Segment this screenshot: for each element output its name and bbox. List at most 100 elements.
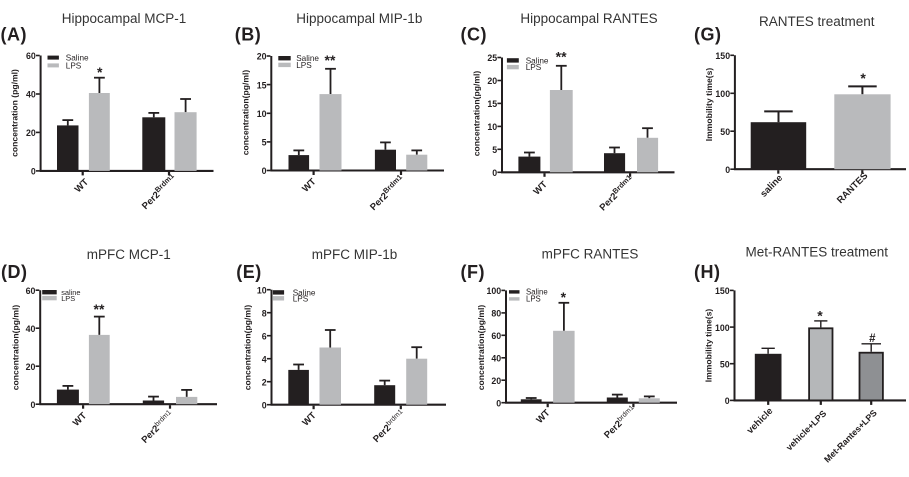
svg-text:concentration(pg/ml): concentration(pg/ml) <box>243 305 253 391</box>
svg-text:(F): (F) <box>461 262 485 282</box>
svg-text:(C): (C) <box>461 24 488 44</box>
svg-text:RANTES: RANTES <box>835 171 870 206</box>
svg-text:50: 50 <box>720 359 730 369</box>
svg-text:saline: saline <box>61 288 80 297</box>
svg-text:Per2brdm1: Per2brdm1 <box>602 404 639 441</box>
svg-text:*: * <box>97 64 103 80</box>
svg-text:0: 0 <box>30 400 35 410</box>
svg-text:40: 40 <box>26 90 36 100</box>
svg-text:concentration (pg/ml): concentration (pg/ml) <box>10 69 20 157</box>
svg-text:*: * <box>561 289 567 305</box>
svg-text:60: 60 <box>26 286 36 296</box>
svg-text:Met-RANTES treatment: Met-RANTES treatment <box>746 245 889 260</box>
svg-text:20: 20 <box>26 128 36 138</box>
svg-text:LPS: LPS <box>526 63 542 72</box>
svg-text:Per2Brdm1: Per2Brdm1 <box>596 173 637 214</box>
svg-text:60: 60 <box>26 51 36 61</box>
svg-text:0: 0 <box>725 165 730 175</box>
svg-text:RANTES treatment: RANTES treatment <box>759 14 875 29</box>
svg-text:4: 4 <box>262 354 267 364</box>
svg-text:LPS: LPS <box>61 294 75 303</box>
svg-text:50: 50 <box>720 127 730 137</box>
svg-text:20: 20 <box>491 376 501 386</box>
svg-text:60: 60 <box>491 331 501 341</box>
svg-text:80: 80 <box>491 309 501 319</box>
svg-text:Met-Rantes+LPS: Met-Rantes+LPS <box>822 408 879 465</box>
svg-text:0: 0 <box>31 167 36 177</box>
svg-text:LPS: LPS <box>66 61 82 70</box>
svg-text:(H): (H) <box>694 262 721 282</box>
svg-text:25: 25 <box>487 53 497 63</box>
svg-text:concentration(pg/ml): concentration(pg/ml) <box>11 305 21 391</box>
svg-text:Immobility time(s): Immobility time(s) <box>704 68 714 142</box>
svg-text:20: 20 <box>487 76 497 86</box>
svg-text:vehicle: vehicle <box>745 406 776 437</box>
svg-text:LPS: LPS <box>526 295 541 304</box>
svg-text:10: 10 <box>257 109 267 119</box>
svg-text:Saline: Saline <box>526 288 548 297</box>
svg-text:vehicle+LPS: vehicle+LPS <box>784 408 828 452</box>
svg-text:40: 40 <box>491 354 501 364</box>
svg-text:5: 5 <box>262 138 267 148</box>
svg-text:mPFC RANTES: mPFC RANTES <box>542 247 639 262</box>
svg-text:0: 0 <box>492 168 497 178</box>
svg-text:WT: WT <box>531 179 549 197</box>
svg-text:10: 10 <box>257 285 267 295</box>
svg-text:(A): (A) <box>1 24 28 44</box>
svg-text:*: * <box>817 307 823 323</box>
svg-text:WT: WT <box>73 177 91 195</box>
svg-text:Per2Brdm1: Per2Brdm1 <box>366 173 407 214</box>
svg-text:**: ** <box>556 49 567 65</box>
svg-text:Hippocampal RANTES: Hippocampal RANTES <box>520 11 657 26</box>
svg-text:(E): (E) <box>236 262 261 282</box>
svg-text:Hippocampal MIP-1b: Hippocampal MIP-1b <box>296 11 422 26</box>
svg-text:5: 5 <box>492 145 497 155</box>
svg-text:(G): (G) <box>694 24 722 44</box>
svg-text:Per2Brdm1: Per2Brdm1 <box>138 171 179 212</box>
svg-text:Per2brdm1: Per2brdm1 <box>371 408 408 445</box>
svg-text:10: 10 <box>487 122 497 132</box>
svg-text:*: * <box>860 70 866 86</box>
svg-text:mPFC MCP-1: mPFC MCP-1 <box>87 247 171 262</box>
svg-text:Saline: Saline <box>293 288 316 297</box>
svg-text:100: 100 <box>715 89 730 99</box>
svg-text:LPS: LPS <box>293 294 309 303</box>
svg-text:WT: WT <box>534 408 552 426</box>
svg-text:100: 100 <box>487 286 502 296</box>
svg-text:2: 2 <box>262 377 267 387</box>
svg-text:mPFC MIP-1b: mPFC MIP-1b <box>312 247 398 262</box>
svg-text:WT: WT <box>71 410 89 428</box>
svg-text:Saline: Saline <box>66 54 89 63</box>
svg-text:20: 20 <box>26 362 36 372</box>
svg-text:0: 0 <box>725 396 730 406</box>
svg-text:(B): (B) <box>235 24 261 44</box>
svg-text:WT: WT <box>300 176 318 194</box>
svg-text:15: 15 <box>257 80 267 90</box>
svg-text:40: 40 <box>26 324 36 334</box>
svg-text:#: # <box>869 333 876 345</box>
svg-text:6: 6 <box>262 331 267 341</box>
svg-text:150: 150 <box>715 286 730 296</box>
svg-text:WT: WT <box>300 410 318 428</box>
svg-text:8: 8 <box>262 308 267 318</box>
svg-text:100: 100 <box>715 323 730 333</box>
svg-text:concentration(pg/ml): concentration(pg/ml) <box>476 305 486 391</box>
svg-text:0: 0 <box>262 400 267 410</box>
svg-text:15: 15 <box>487 99 497 109</box>
svg-text:(D): (D) <box>1 262 28 282</box>
svg-text:Saline: Saline <box>526 56 549 65</box>
svg-text:Per2brdm1: Per2brdm1 <box>139 409 176 446</box>
svg-text:concentration(pg/ml): concentration(pg/ml) <box>472 71 482 157</box>
svg-text:**: ** <box>94 301 105 317</box>
svg-text:**: ** <box>325 52 336 68</box>
svg-text:150: 150 <box>715 51 730 61</box>
svg-text:0: 0 <box>262 166 267 176</box>
svg-text:Saline: Saline <box>296 54 319 63</box>
svg-text:Immobility time(s): Immobility time(s) <box>704 309 714 383</box>
svg-text:20: 20 <box>257 52 267 62</box>
svg-text:LPS: LPS <box>296 61 312 70</box>
svg-text:0: 0 <box>496 398 501 408</box>
svg-text:concentration(pg/ml): concentration(pg/ml) <box>241 70 251 156</box>
svg-text:Hippocampal MCP-1: Hippocampal MCP-1 <box>62 11 187 26</box>
svg-text:saline: saline <box>758 173 785 200</box>
